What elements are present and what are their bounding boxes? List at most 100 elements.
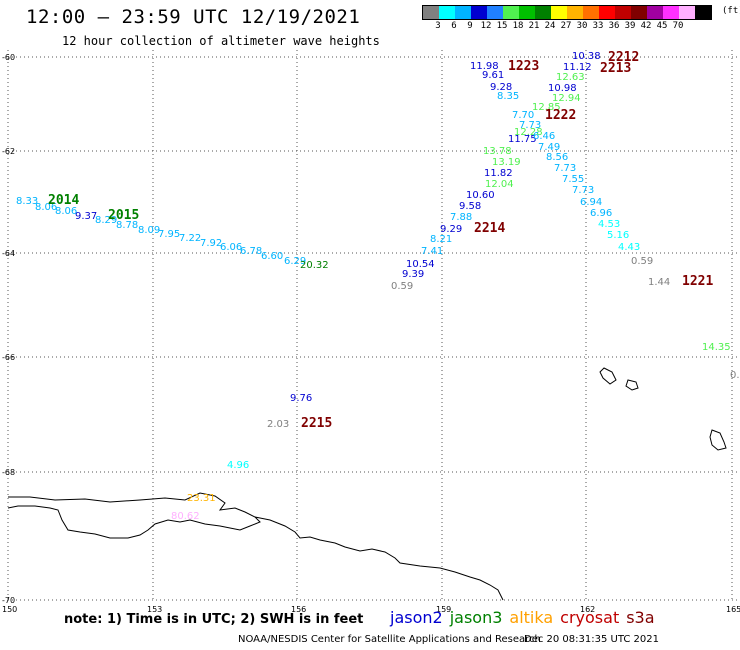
legend-swatch (455, 6, 471, 19)
satellite-legend: jason2 jason3 altika cryosat s3a (390, 608, 662, 627)
time-tag: 2212 (608, 50, 639, 65)
wave-height-label: 8.06 (35, 202, 57, 213)
legend-swatch (535, 6, 551, 19)
legend-swatch (663, 6, 679, 19)
satellite-name: jason2 (390, 608, 443, 627)
wave-height-label: 12.63 (556, 72, 585, 83)
x-axis-label: 165 (726, 605, 740, 614)
y-axis-label: -62 (2, 147, 15, 156)
legend-tick: 15 (496, 21, 508, 31)
legend-tick: 9 (467, 21, 473, 31)
wave-height-label: 80.62 (171, 511, 200, 522)
legend-swatch (567, 6, 583, 19)
wave-height-label: 11.82 (484, 168, 513, 179)
wave-height-label: 4.53 (598, 219, 620, 230)
wave-height-observations: 10.3811.1211.989.619.288.3512.6312.9410.… (16, 51, 740, 522)
wave-height-label: 8.06 (55, 206, 77, 217)
wave-height-label: 2.03 (267, 419, 289, 430)
wave-height-label: 5.16 (607, 230, 629, 241)
wave-height-label: 7.92 (200, 238, 222, 249)
coastline (7, 367, 727, 601)
wave-height-label: 10.54 (406, 259, 435, 270)
wave-height-label: 4.96 (227, 460, 249, 471)
wave-height-label: 14.35 (702, 342, 731, 353)
wave-height-label: 6.60 (261, 251, 283, 262)
legend-tick: 3 (435, 21, 441, 31)
wave-height-label: 10.38 (572, 51, 601, 62)
wave-height-label: 7.22 (179, 233, 201, 244)
wave-height-label: 6.94 (580, 197, 602, 208)
time-tag: 2015 (108, 208, 139, 223)
legend-unit: (ft) (722, 6, 740, 16)
legend-tick: 27 (560, 21, 572, 31)
map-subtitle: 12 hour collection of altimeter wave hei… (62, 34, 380, 48)
x-axis-label: 150 (2, 605, 17, 614)
x-axis-label: 159 (436, 605, 451, 614)
island-shape (599, 367, 617, 385)
y-axis-label: -64 (2, 249, 15, 258)
wave-height-label: 10.60 (466, 190, 495, 201)
wave-height-label: 6.46 (533, 131, 555, 142)
legend-swatch (551, 6, 567, 19)
legend-swatch (679, 6, 695, 19)
wave-height-label: 1.44 (648, 277, 670, 288)
map-grid (7, 50, 740, 601)
wave-height-label: 8.21 (430, 234, 452, 245)
wave-height-label: 7.73 (554, 163, 576, 174)
wave-height-label: 7.95 (158, 229, 180, 240)
wave-height-label: 6.78 (240, 246, 262, 257)
wave-height-label: 9.29 (440, 224, 462, 235)
wave-height-label: 8.29 (95, 215, 117, 226)
wave-height-label: 7.70 (512, 110, 534, 121)
wave-height-label: 8.56 (546, 152, 568, 163)
time-tag: 1223 (508, 59, 539, 74)
wave-height-label: 7.55 (562, 174, 584, 185)
wave-height-label: 9.37 (75, 211, 97, 222)
legend-tick: 21 (528, 21, 540, 31)
wave-height-label: 9.58 (459, 201, 481, 212)
legend-tick: 30 (576, 21, 588, 31)
wave-height-label: 9.76 (290, 393, 312, 404)
legend-swatch (519, 6, 535, 19)
legend-tick: 36 (608, 21, 620, 31)
wave-height-label: 7.73 (572, 185, 594, 196)
wave-height-label: 12.94 (552, 93, 581, 104)
time-tag: 2014 (48, 193, 79, 208)
wave-height-label: 6.06 (220, 242, 242, 253)
wave-height-label: 6.96 (590, 208, 612, 219)
legend-swatch (615, 6, 631, 19)
legend-swatch (439, 6, 455, 19)
satellite-name: cryosat (560, 608, 620, 627)
x-axis-label: 156 (291, 605, 306, 614)
satellite-name: jason3 (449, 608, 503, 627)
wave-height-label: 12.28 (514, 127, 543, 138)
wave-height-label: 7.41 (421, 246, 443, 257)
legend-swatch (423, 6, 439, 19)
wave-height-label: 20.32 (300, 260, 329, 271)
legend-tick: 24 (544, 21, 556, 31)
legend-swatch (487, 6, 503, 19)
wave-height-label: 7.88 (450, 212, 472, 223)
satellite-name: altika (509, 608, 554, 627)
wave-height-label: 11.75 (508, 134, 537, 145)
legend-swatch (695, 6, 711, 19)
legend-tick: 42 (640, 21, 652, 31)
wave-height-label: 8.35 (497, 91, 519, 102)
legend-swatch (583, 6, 599, 19)
x-axis-label: 153 (147, 605, 162, 614)
island-shape (625, 379, 639, 391)
wave-height-label: 11.98 (470, 61, 499, 72)
legend-tick: 70 (672, 21, 684, 31)
time-tag: 1222 (545, 108, 576, 123)
wave-height-label: 8.33 (16, 196, 38, 207)
wave-height-label: 8.09 (138, 225, 160, 236)
legend-tick: 12 (480, 21, 492, 31)
wave-height-label: 10.98 (548, 83, 577, 94)
legend-tick: 39 (624, 21, 636, 31)
wave-height-label: 12.04 (485, 179, 514, 190)
legend-swatch (471, 6, 487, 19)
legend-swatch (631, 6, 647, 19)
footer-note: note: 1) Time is in UTC; 2) SWH is in fe… (64, 612, 364, 627)
